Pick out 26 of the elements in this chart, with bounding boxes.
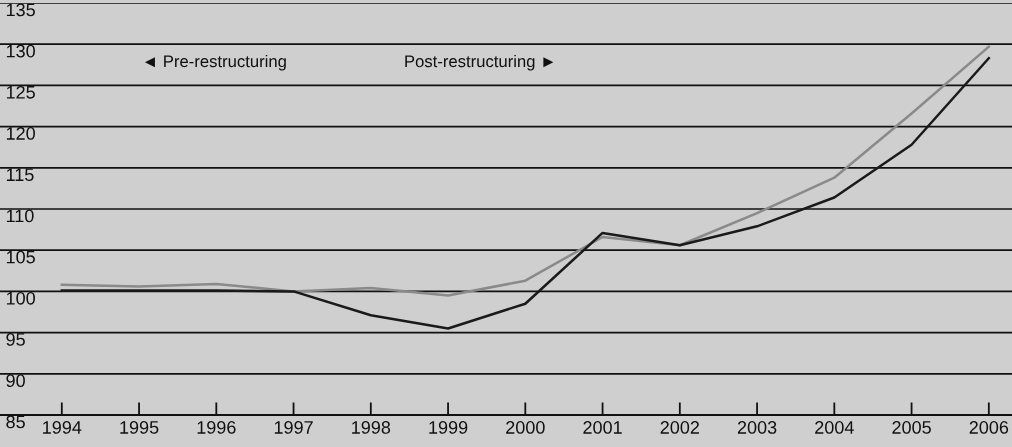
x-tick-label: 1994	[43, 421, 82, 434]
y-tick-label: 130	[6, 44, 35, 58]
x-tick-label: 2005	[892, 421, 931, 434]
x-tick-label: 1996	[197, 421, 236, 434]
x-tick-label: 1999	[429, 421, 468, 434]
x-tick-label: 2006	[969, 421, 1009, 434]
y-tick-label: 90	[6, 374, 25, 388]
y-tick-label: 105	[6, 250, 35, 264]
annotation: Post-restructuring ►	[405, 54, 554, 71]
x-tick-label: 2003	[737, 421, 777, 434]
annotation: ◄ Pre-restructuring	[144, 54, 286, 71]
x-tick-label: 1997	[274, 421, 313, 434]
x-tick-label: 2001	[583, 421, 622, 434]
y-tick-label: 125	[6, 85, 35, 99]
x-tick-label: 2002	[660, 421, 699, 434]
y-tick-label: 110	[6, 209, 34, 223]
y-tick-label: 115	[6, 168, 34, 182]
y-tick-label: 85	[6, 415, 25, 429]
y-tick-label: 120	[6, 127, 35, 140]
y-tick-label: 135	[6, 3, 35, 17]
x-tick-label: 2004	[815, 421, 854, 434]
y-tick-label: 100	[6, 291, 35, 305]
x-tick-label: 1995	[120, 421, 159, 434]
x-tick-label: 1998	[352, 421, 391, 434]
y-tick-label: 95	[6, 333, 25, 346]
x-tick-label: 2000	[506, 421, 545, 434]
